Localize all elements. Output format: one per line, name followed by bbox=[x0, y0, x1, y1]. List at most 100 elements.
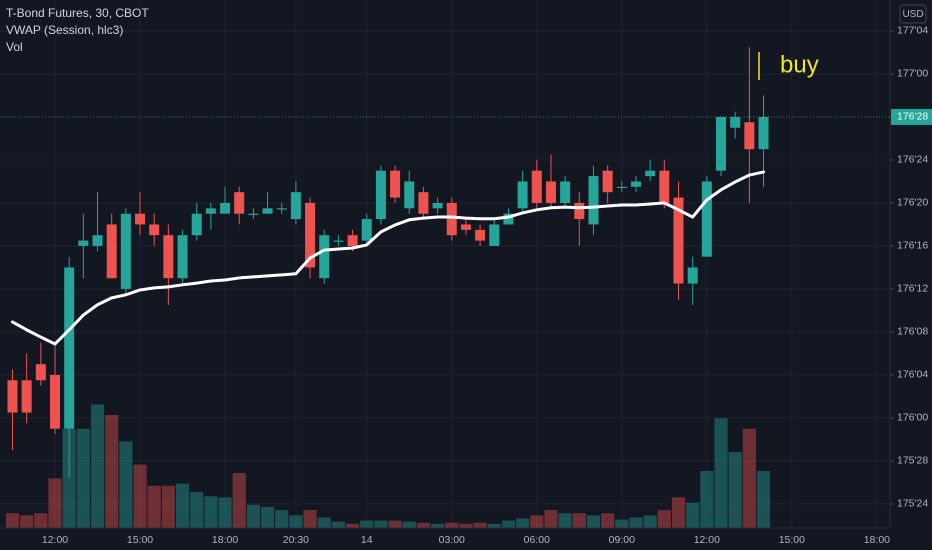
y-tick-label: 176'12 bbox=[897, 283, 928, 295]
candle-body bbox=[50, 374, 61, 429]
candle-body bbox=[659, 170, 670, 203]
candle-body bbox=[106, 224, 117, 279]
candle-body bbox=[602, 170, 613, 193]
last-price-label: 176'28 bbox=[897, 111, 928, 123]
currency-label[interactable]: USD bbox=[902, 9, 923, 20]
y-tick-label: 175'24 bbox=[897, 498, 928, 510]
x-tick-label: 14 bbox=[361, 534, 373, 546]
candle-body bbox=[545, 181, 556, 203]
candle-body bbox=[276, 208, 287, 210]
volume-bar bbox=[615, 519, 629, 528]
volume-bar bbox=[317, 517, 331, 528]
volume-bar bbox=[260, 506, 275, 528]
candle-body bbox=[630, 181, 641, 187]
candle-body bbox=[758, 116, 769, 150]
candle-body bbox=[616, 186, 627, 189]
y-tick-label: 177'04 bbox=[897, 25, 928, 37]
volume-bar bbox=[190, 492, 204, 528]
candle-body bbox=[687, 267, 698, 284]
volume-bar bbox=[544, 510, 558, 528]
y-tick-label: 176'24 bbox=[897, 154, 928, 166]
candle-body bbox=[205, 208, 216, 214]
volume-bar bbox=[487, 523, 501, 528]
volume-bar bbox=[388, 520, 402, 528]
grid bbox=[0, 0, 890, 528]
volume-bar bbox=[105, 415, 119, 528]
volume-bar bbox=[558, 513, 572, 528]
volume-bar bbox=[331, 521, 345, 528]
candle-body bbox=[220, 202, 231, 214]
candle-body bbox=[446, 202, 457, 236]
candle-body bbox=[460, 224, 471, 230]
chart-title: T-Bond Futures, 30, CBOT bbox=[6, 6, 149, 20]
candle-body bbox=[149, 224, 160, 236]
volume-bar bbox=[20, 515, 34, 528]
volume-bar bbox=[76, 428, 90, 528]
volume-bar bbox=[345, 523, 360, 528]
volume-bar bbox=[5, 513, 20, 528]
x-tick-label: 15:00 bbox=[127, 534, 153, 546]
candle-body bbox=[503, 213, 514, 225]
candle-body bbox=[92, 235, 103, 246]
volume-bar bbox=[204, 496, 218, 528]
volume-bar bbox=[360, 520, 374, 528]
volume-bar bbox=[657, 510, 671, 528]
candle-body bbox=[673, 197, 684, 284]
candle-layer bbox=[7, 47, 769, 478]
x-tick-label: 18:00 bbox=[212, 534, 238, 546]
x-tick-label: 09:00 bbox=[609, 534, 635, 546]
volume-bar bbox=[289, 515, 303, 528]
volume-bar bbox=[275, 510, 289, 528]
volume-bar bbox=[586, 515, 601, 528]
volume-bar bbox=[686, 502, 700, 528]
volume-bar bbox=[402, 521, 416, 528]
candle-body bbox=[588, 176, 599, 225]
candle-body bbox=[744, 122, 755, 150]
volume-bar bbox=[459, 523, 473, 528]
candle-body bbox=[560, 181, 571, 203]
y-tick-label: 176'04 bbox=[897, 369, 928, 381]
candle-body bbox=[517, 181, 528, 209]
x-tick-label: 15:00 bbox=[779, 534, 805, 546]
candle-body bbox=[489, 224, 500, 246]
candle-body bbox=[290, 192, 301, 220]
candle-body bbox=[163, 235, 174, 279]
candle-body bbox=[120, 213, 131, 289]
volume-bar bbox=[90, 404, 105, 528]
volume-bar bbox=[48, 478, 62, 528]
overlay-layer bbox=[0, 116, 890, 346]
volume-bar bbox=[303, 510, 317, 528]
candle-body bbox=[645, 170, 656, 177]
volume-bar bbox=[147, 485, 161, 528]
volume-bar bbox=[431, 523, 445, 528]
volume-bar bbox=[416, 522, 431, 528]
candle-body bbox=[262, 208, 273, 214]
x-tick-label: 20:30 bbox=[283, 534, 309, 546]
volume-bar bbox=[218, 497, 232, 528]
candle-body bbox=[375, 170, 386, 220]
candle-body bbox=[347, 235, 358, 246]
candle-body bbox=[248, 213, 259, 215]
volume-bar bbox=[700, 470, 714, 528]
candle-body bbox=[135, 213, 146, 225]
y-tick-label: 175'28 bbox=[897, 455, 928, 467]
y-tick-label: 176'08 bbox=[897, 326, 928, 338]
volume-bar bbox=[232, 473, 246, 528]
currency-box[interactable] bbox=[899, 4, 927, 24]
x-tick-label: 03:00 bbox=[439, 534, 465, 546]
volume-bar bbox=[473, 522, 487, 528]
x-tick-label: 12:00 bbox=[42, 534, 68, 546]
candle-body bbox=[78, 240, 89, 246]
volume-bar bbox=[161, 485, 175, 528]
candle-body bbox=[191, 213, 202, 236]
volume-bar bbox=[34, 513, 48, 528]
volume-bar bbox=[62, 428, 76, 528]
candle-body bbox=[177, 235, 188, 279]
volume-bar bbox=[714, 418, 728, 528]
volume-bar bbox=[728, 451, 742, 528]
volume-bar bbox=[742, 428, 756, 528]
volume-bar bbox=[501, 520, 516, 528]
